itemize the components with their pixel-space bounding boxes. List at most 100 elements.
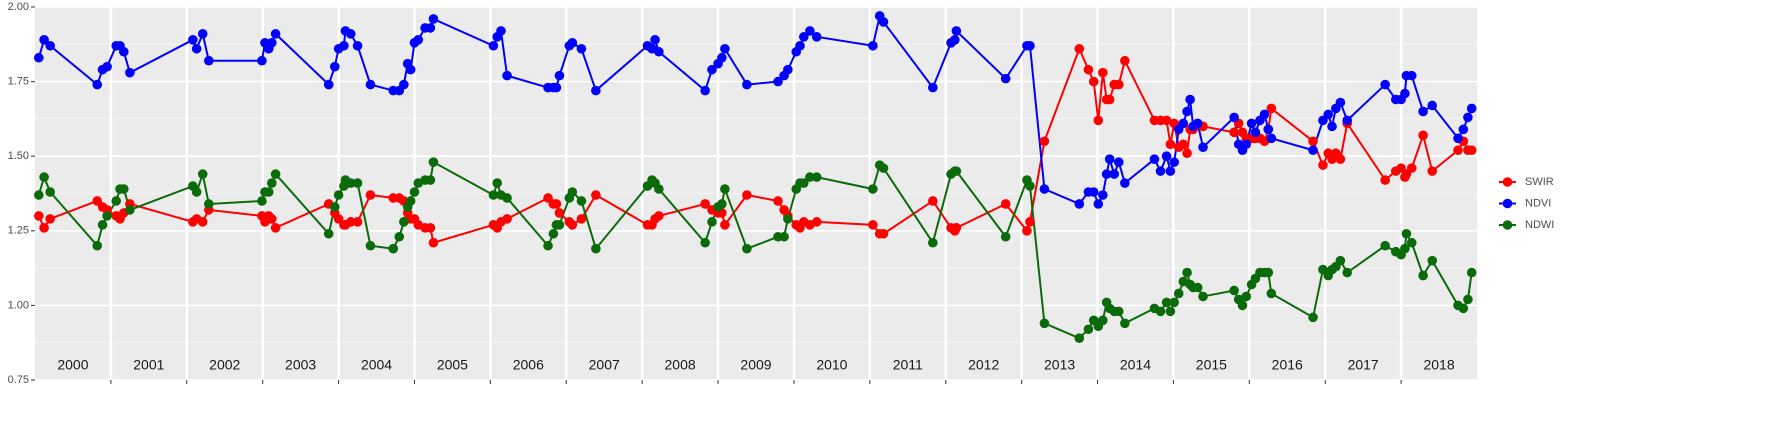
data-point	[799, 32, 809, 42]
data-point	[1074, 199, 1085, 209]
data-point	[928, 237, 938, 248]
year-label: 2001	[133, 357, 164, 373]
data-point	[1192, 282, 1203, 293]
data-point	[1263, 267, 1274, 278]
data-point	[102, 61, 112, 72]
data-point	[365, 240, 376, 251]
data-point	[717, 52, 727, 63]
data-point	[409, 187, 420, 197]
year-label: 2013	[1044, 357, 1075, 373]
data-point	[488, 40, 499, 51]
data-point	[650, 35, 660, 45]
legend-label: NDVI	[1525, 197, 1551, 209]
data-point	[1453, 145, 1463, 156]
data-point	[1400, 243, 1410, 254]
data-point	[1088, 187, 1099, 197]
data-point	[502, 214, 512, 224]
data-point	[1380, 175, 1390, 185]
data-point	[425, 223, 436, 233]
data-point	[345, 217, 356, 227]
data-point	[1000, 231, 1011, 242]
data-point	[928, 196, 938, 206]
data-point	[45, 214, 55, 224]
data-point	[1453, 133, 1463, 144]
data-point	[1466, 145, 1477, 156]
data-point	[45, 40, 55, 51]
data-point	[868, 40, 878, 51]
data-point	[1113, 79, 1124, 90]
y-tick-label: 1.50	[8, 150, 29, 162]
year-label: 2012	[968, 357, 999, 373]
data-point	[1101, 169, 1112, 179]
data-point	[1093, 115, 1104, 126]
data-point	[405, 64, 416, 75]
data-point	[576, 214, 587, 224]
data-point	[1173, 288, 1184, 299]
data-point	[1463, 294, 1473, 305]
data-point	[1165, 306, 1176, 317]
data-point	[805, 26, 815, 36]
data-point	[1323, 109, 1334, 120]
data-point	[425, 23, 436, 33]
data-point	[1266, 133, 1277, 144]
legend-symbol	[1502, 220, 1513, 230]
data-point	[717, 199, 727, 209]
data-point	[779, 231, 789, 242]
data-point	[742, 190, 752, 200]
data-point	[1458, 303, 1469, 314]
data-point	[1406, 163, 1417, 173]
y-tick-label: 1.75	[8, 76, 29, 88]
data-point	[1427, 255, 1438, 266]
data-point	[39, 35, 49, 45]
data-point	[266, 214, 277, 224]
data-point	[345, 29, 356, 39]
data-point	[1161, 151, 1172, 161]
data-point	[1406, 70, 1417, 81]
data-point	[33, 52, 44, 63]
data-point	[118, 46, 129, 57]
data-point	[257, 55, 267, 66]
year-label: 2008	[665, 357, 696, 373]
data-point	[1335, 255, 1346, 266]
data-point	[1342, 115, 1353, 126]
data-point	[413, 35, 424, 45]
data-point	[1198, 291, 1208, 302]
data-point	[1192, 118, 1203, 129]
data-point	[783, 64, 793, 75]
data-point	[700, 199, 710, 209]
data-point	[951, 26, 962, 36]
data-point	[543, 240, 553, 251]
data-point	[1241, 139, 1252, 150]
data-point	[783, 214, 793, 224]
data-point	[1025, 181, 1035, 191]
data-point	[1237, 300, 1248, 311]
data-point	[339, 40, 349, 51]
data-point	[33, 211, 44, 221]
data-point	[707, 217, 717, 227]
data-point	[591, 190, 601, 200]
data-point	[197, 29, 208, 39]
data-point	[773, 76, 783, 87]
data-point	[1025, 40, 1035, 51]
data-point	[1427, 166, 1438, 176]
data-point	[742, 79, 752, 90]
data-point	[188, 35, 198, 45]
data-point	[39, 172, 49, 182]
data-point	[1246, 118, 1257, 129]
data-point	[1155, 166, 1166, 176]
data-point	[191, 187, 202, 197]
data-point	[799, 178, 809, 188]
data-point	[365, 79, 376, 90]
data-point	[554, 208, 565, 218]
data-point	[1418, 106, 1428, 117]
data-point	[1229, 127, 1239, 138]
data-point	[1250, 127, 1261, 138]
data-point	[1308, 145, 1318, 156]
data-point	[1185, 94, 1195, 105]
data-point	[1380, 79, 1390, 90]
year-label: 2010	[816, 357, 847, 373]
data-point	[928, 82, 938, 93]
data-point	[1178, 118, 1189, 129]
data-point	[1335, 97, 1346, 108]
data-point	[950, 35, 960, 45]
